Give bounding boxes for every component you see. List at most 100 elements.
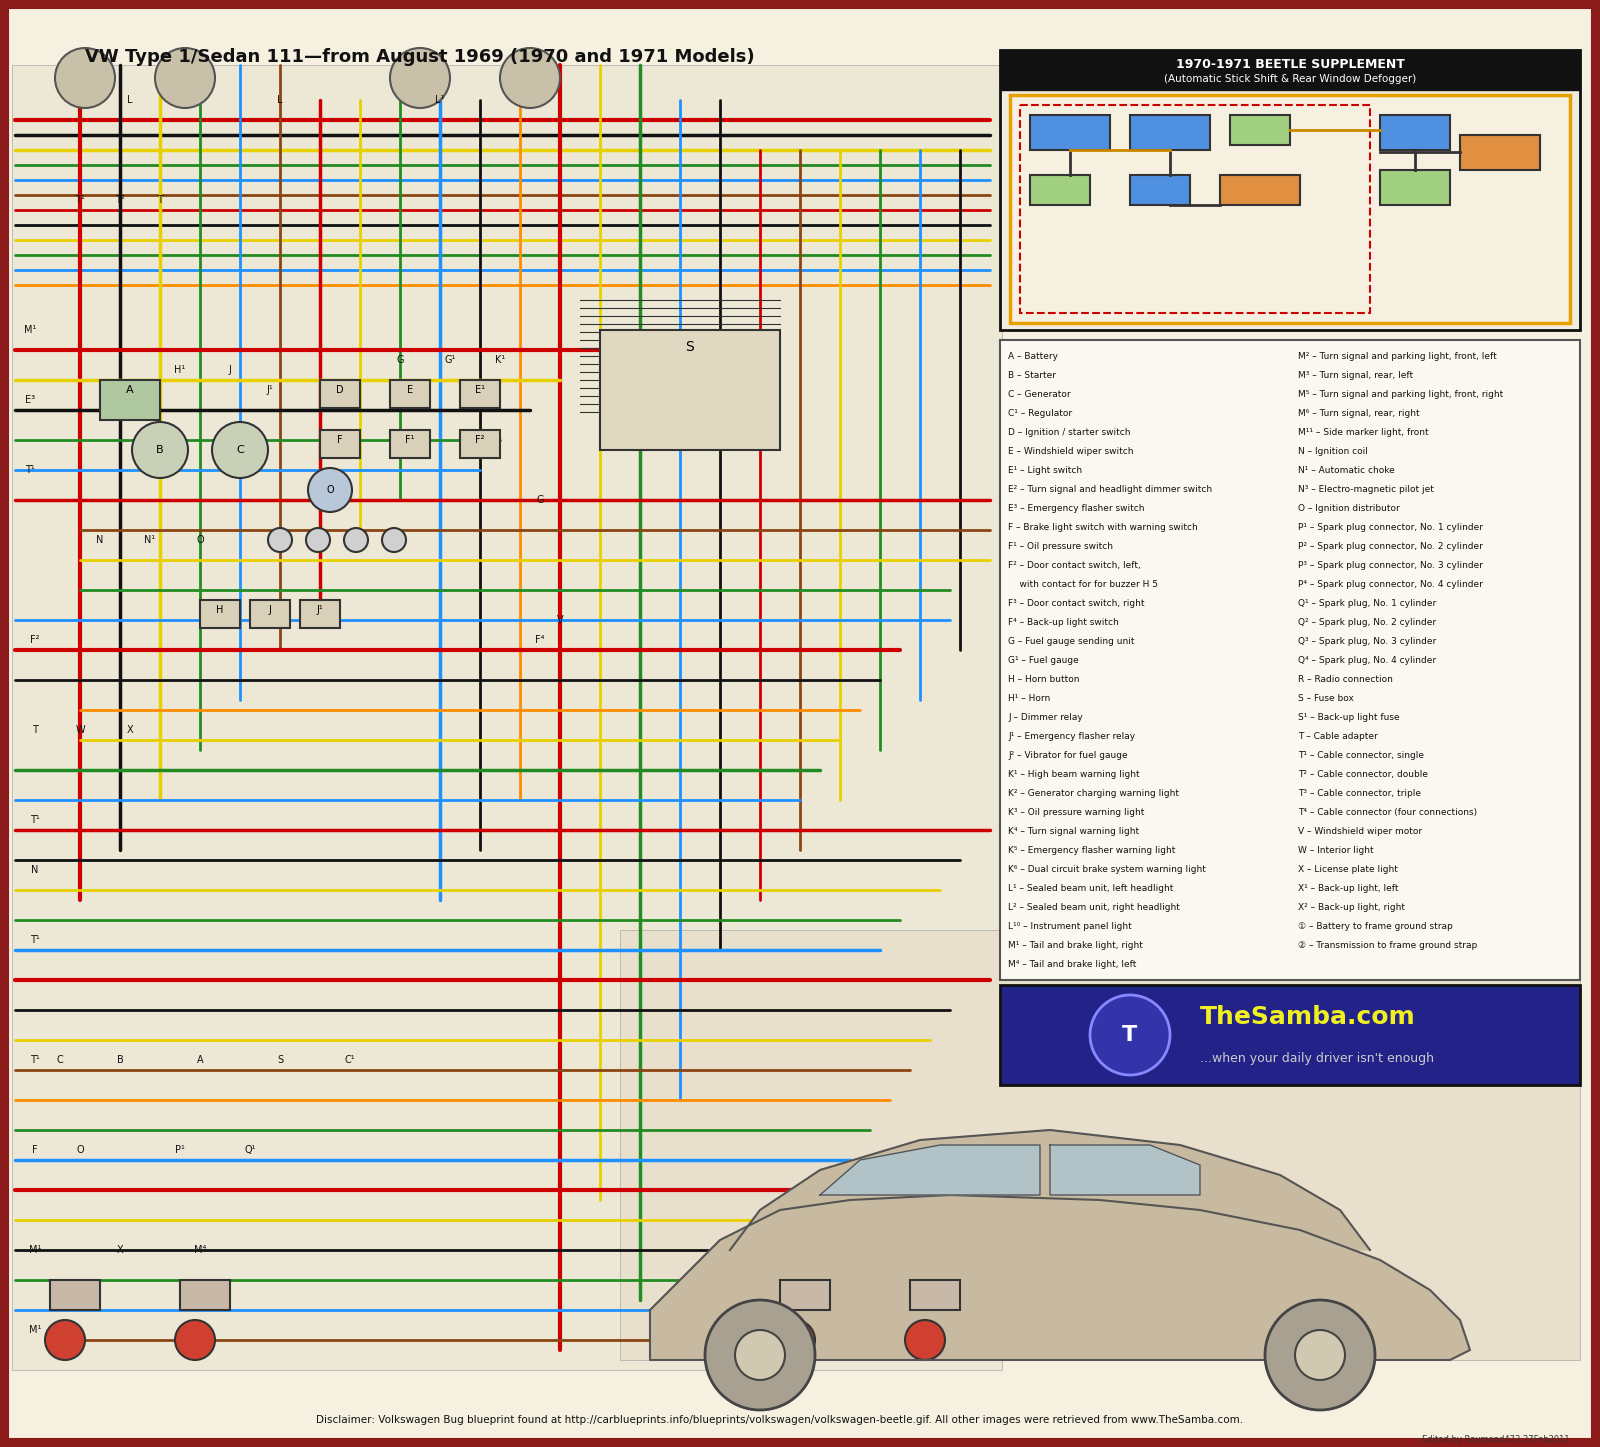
Text: L: L (277, 96, 283, 106)
Bar (781, 1281, 830, 1310)
Text: G: G (536, 495, 544, 505)
Circle shape (1266, 1299, 1374, 1409)
Text: E³: E³ (26, 395, 35, 405)
Text: J¹: J¹ (267, 385, 274, 395)
Bar (250, 601, 290, 628)
Text: (Automatic Stick Shift & Rear Window Defogger): (Automatic Stick Shift & Rear Window Def… (1163, 74, 1416, 84)
Circle shape (45, 1320, 85, 1360)
Text: V: V (557, 615, 563, 625)
Bar (301, 601, 339, 628)
Text: S: S (686, 340, 694, 355)
Bar (99, 381, 160, 420)
Text: M¹: M¹ (29, 1325, 42, 1336)
Circle shape (499, 48, 560, 109)
Text: F²: F² (475, 436, 485, 446)
Text: B: B (157, 446, 163, 454)
Text: F¹: F¹ (405, 436, 414, 446)
Bar (910, 1281, 960, 1310)
Text: K¹: K¹ (494, 355, 506, 365)
Text: N¹: N¹ (144, 535, 155, 546)
Circle shape (54, 48, 115, 109)
Text: C¹: C¹ (344, 1055, 355, 1065)
Text: H: H (216, 605, 224, 615)
Text: A – Battery: A – Battery (1008, 352, 1058, 360)
Text: F – Brake light switch with warning switch: F – Brake light switch with warning swit… (1008, 522, 1198, 532)
Bar (1000, 985, 1581, 1085)
Text: T⁴ – Cable connector (four connections): T⁴ – Cable connector (four connections) (1298, 807, 1477, 818)
Text: T²: T² (115, 195, 125, 205)
Text: R – Radio connection: R – Radio connection (1298, 674, 1394, 684)
Text: T: T (1122, 1024, 1138, 1045)
Text: M⁴: M⁴ (194, 1244, 206, 1255)
Text: TheSamba.com: TheSamba.com (1200, 1006, 1416, 1029)
Text: M¹ – Tail and brake light, right: M¹ – Tail and brake light, right (1008, 941, 1142, 951)
Text: M³ – Turn signal, rear, left: M³ – Turn signal, rear, left (1298, 370, 1413, 381)
Bar (1379, 169, 1450, 205)
Circle shape (1090, 996, 1170, 1075)
Text: G: G (397, 355, 403, 365)
Text: M⁶ – Turn signal, rear, right: M⁶ – Turn signal, rear, right (1298, 410, 1419, 418)
Text: H¹ – Horn: H¹ – Horn (1008, 695, 1050, 703)
Text: N – Ignition coil: N – Ignition coil (1298, 447, 1368, 456)
Text: T³ – Cable connector, triple: T³ – Cable connector, triple (1298, 789, 1421, 797)
Text: P⁴ – Spark plug connector, No. 4 cylinder: P⁴ – Spark plug connector, No. 4 cylinde… (1298, 580, 1483, 589)
Text: X¹ – Back-up light, left: X¹ – Back-up light, left (1298, 884, 1398, 893)
Text: T¹: T¹ (26, 464, 35, 475)
Text: with contact for for buzzer H 5: with contact for for buzzer H 5 (1008, 580, 1158, 589)
Text: C¹ – Regulator: C¹ – Regulator (1008, 410, 1072, 418)
Bar (13, 65, 1002, 1370)
Text: C – Generator: C – Generator (1008, 391, 1070, 399)
Bar (461, 430, 499, 459)
Text: E: E (406, 385, 413, 395)
Circle shape (390, 48, 450, 109)
Text: O: O (197, 535, 203, 546)
Text: A: A (126, 385, 134, 395)
Text: K¹ – High beam warning light: K¹ – High beam warning light (1008, 770, 1139, 778)
Text: F¹ – Oil pressure switch: F¹ – Oil pressure switch (1008, 543, 1114, 551)
Text: G¹: G¹ (445, 355, 456, 365)
Text: K⁵ – Emergency flasher warning light: K⁵ – Emergency flasher warning light (1008, 846, 1176, 855)
Text: L¹⁰ – Instrument panel light: L¹⁰ – Instrument panel light (1008, 922, 1131, 930)
Text: D – Ignition / starter switch: D – Ignition / starter switch (1008, 428, 1131, 437)
Text: A: A (197, 1055, 203, 1065)
Text: Q⁴ – Spark plug, No. 4 cylinder: Q⁴ – Spark plug, No. 4 cylinder (1298, 655, 1437, 666)
Text: H¹: H¹ (174, 365, 186, 375)
Bar (1221, 175, 1299, 205)
Text: W – Interior light: W – Interior light (1298, 846, 1374, 855)
Text: F²: F² (30, 635, 40, 645)
Text: Edited by Raymond473 27Feb2011: Edited by Raymond473 27Feb2011 (1422, 1435, 1570, 1444)
Text: N¹ – Automatic choke: N¹ – Automatic choke (1298, 466, 1395, 475)
Text: Disclaimer: Volkswagen Bug blueprint found at http://carblueprints.info/blueprin: Disclaimer: Volkswagen Bug blueprint fou… (317, 1415, 1243, 1425)
Text: E¹: E¹ (475, 385, 485, 395)
Text: B: B (117, 1055, 123, 1065)
Text: W: W (75, 725, 85, 735)
Bar (1000, 340, 1581, 980)
Bar (1130, 114, 1210, 150)
Text: T¹ – Cable connector, single: T¹ – Cable connector, single (1298, 751, 1424, 760)
Text: J¹: J¹ (317, 605, 323, 615)
Text: M⁴ – Tail and brake light, left: M⁴ – Tail and brake light, left (1008, 959, 1136, 969)
Circle shape (174, 1320, 214, 1360)
Text: L: L (128, 96, 133, 106)
Bar (1000, 51, 1581, 90)
Text: Q¹: Q¹ (245, 1145, 256, 1155)
Circle shape (211, 423, 269, 478)
Text: L¹: L¹ (435, 96, 445, 106)
Text: Q² – Spark plug, No. 2 cylinder: Q² – Spark plug, No. 2 cylinder (1298, 618, 1437, 627)
Text: K² – Generator charging warning light: K² – Generator charging warning light (1008, 789, 1179, 797)
Bar (1000, 51, 1581, 330)
Bar (1459, 135, 1539, 169)
Text: M⁵ – Turn signal and parking light, front, right: M⁵ – Turn signal and parking light, fron… (1298, 391, 1504, 399)
Text: T – Cable adapter: T – Cable adapter (1298, 732, 1378, 741)
Text: S: S (277, 1055, 283, 1065)
Bar (1130, 175, 1190, 205)
Text: T: T (157, 195, 163, 205)
Text: O – Ignition distributor: O – Ignition distributor (1298, 504, 1400, 514)
Bar (1010, 96, 1570, 323)
Text: P² – Spark plug connector, No. 2 cylinder: P² – Spark plug connector, No. 2 cylinde… (1298, 543, 1483, 551)
Text: E³ – Emergency flasher switch: E³ – Emergency flasher switch (1008, 504, 1144, 514)
Text: M¹: M¹ (24, 326, 37, 336)
Circle shape (734, 1330, 786, 1380)
Text: J – Dimmer relay: J – Dimmer relay (1008, 713, 1083, 722)
Text: N: N (32, 865, 38, 875)
